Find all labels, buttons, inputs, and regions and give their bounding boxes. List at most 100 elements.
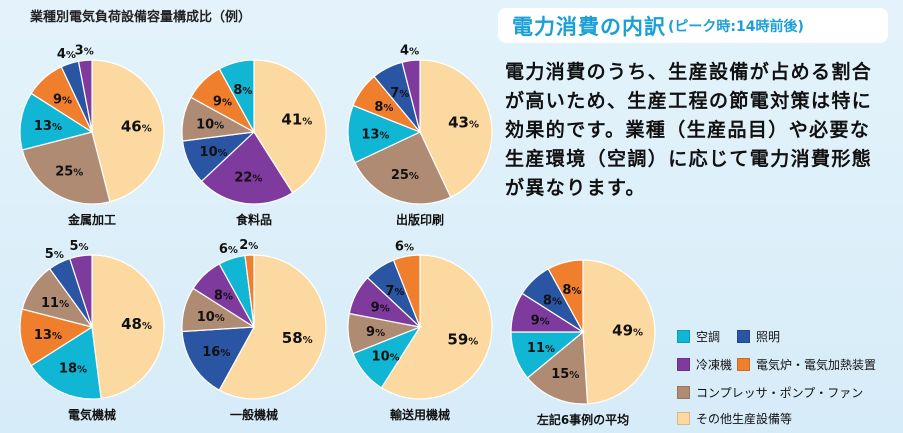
slice-label: 11% xyxy=(527,341,555,356)
slice-label: 18% xyxy=(59,361,87,376)
slice-label: 13% xyxy=(34,328,62,343)
slice-label: 2% xyxy=(239,238,258,253)
slice-label: 8% xyxy=(374,100,393,115)
pie-slice xyxy=(354,131,452,205)
pie-chart-1: 46% 25% 13% 9% 4%3% 金属加工 xyxy=(19,43,165,227)
pie-title: 電気機械 xyxy=(68,407,116,422)
legend-label: その他生産設備等 xyxy=(696,412,793,426)
pie-slice xyxy=(547,259,584,333)
pie-slice xyxy=(380,254,493,400)
legend-label: 電気炉・電気加熱装置 xyxy=(756,358,877,372)
pie-slice xyxy=(19,308,94,367)
pie-slice xyxy=(526,330,589,405)
legend-label: コンプレッサ・ポンプ・ファン xyxy=(696,386,864,400)
slice-label: 13% xyxy=(34,119,62,134)
pie-slice xyxy=(91,59,165,203)
legend-swatch xyxy=(677,386,690,399)
slice-label: 13% xyxy=(361,127,389,142)
pie-slice xyxy=(582,259,656,405)
legend-item: 電気炉・電気加熱装置 xyxy=(737,356,876,373)
slice-label: 4% xyxy=(57,47,76,62)
pie-slice xyxy=(401,59,421,133)
legend-swatch xyxy=(737,330,750,343)
legend-swatch xyxy=(677,358,690,371)
legend-item: その他生産設備等 xyxy=(677,410,792,427)
slice-label: 7% xyxy=(385,284,404,299)
pie-slice xyxy=(21,131,111,205)
slice-label: 22% xyxy=(234,170,262,185)
pie-slice xyxy=(347,104,422,164)
legend-swatch xyxy=(677,330,690,343)
pie-chart-5: 58% 16% 10% 8% 6% 2% 一般機械 xyxy=(181,238,327,422)
pie-slice xyxy=(91,254,165,400)
slice-label: 9% xyxy=(53,93,72,108)
pie-slice xyxy=(77,59,93,133)
slice-label: 10% xyxy=(200,145,228,160)
figure-title: 業種別電気負荷設備容量構成比（例） xyxy=(30,10,252,25)
pie-chart-7: 49% 15% 11% 9% 8%8% 左記6事例の平均 xyxy=(510,259,656,427)
header-box: 電力消費の内訳 (ピーク時:14時前後) xyxy=(498,8,888,43)
slice-label: 7% xyxy=(390,86,409,101)
slice-label: 9% xyxy=(366,325,385,340)
slice-label: 9% xyxy=(371,301,390,316)
pie-slice xyxy=(68,254,93,328)
pie-slice xyxy=(19,92,94,151)
legend-item: コンプレッサ・ポンプ・ファン xyxy=(677,384,863,401)
pie-slice xyxy=(181,326,256,391)
slice-label: 5% xyxy=(45,247,64,262)
pie-title: 輸送用機械 xyxy=(390,407,450,422)
slice-label: 16% xyxy=(202,345,230,360)
slice-label: 9% xyxy=(531,314,550,329)
slice-label: 41% xyxy=(281,111,312,129)
slice-label: 25% xyxy=(391,168,419,183)
slice-label: 15% xyxy=(551,367,579,382)
legend-swatch xyxy=(677,412,690,425)
slice-label: 8% xyxy=(214,288,233,303)
slice-label: 5% xyxy=(69,239,88,254)
slice-label: 59% xyxy=(447,330,478,348)
slice-label: 8% xyxy=(233,83,252,98)
header-title: 電力消費の内訳 xyxy=(512,14,666,39)
slice-label: 8% xyxy=(543,293,562,308)
pie-title: 食料品 xyxy=(235,212,272,227)
slice-label: 11% xyxy=(41,296,69,311)
pie-slice xyxy=(30,325,102,400)
pie-title: 出版印刷 xyxy=(396,212,444,227)
pie-slice xyxy=(244,254,255,328)
pie-title: 一般機械 xyxy=(230,407,278,422)
pie-chart-3: 43% 25% 13% 8%7% 4% 出版印刷 xyxy=(347,44,493,227)
pie-title: 金属加工 xyxy=(67,212,116,227)
slice-label: 6% xyxy=(395,239,414,254)
slice-label: 3% xyxy=(75,43,94,58)
legend-item: 照明 xyxy=(737,328,780,345)
pie-slice xyxy=(200,131,294,205)
slice-label: 48% xyxy=(121,315,152,333)
legend-label: 空調 xyxy=(696,330,721,344)
pie-chart-2: 41% 22% 10% 10% 9%8% 食料品 xyxy=(181,59,327,227)
slice-label: 25% xyxy=(55,164,83,179)
slice-label: 10% xyxy=(196,118,224,133)
slice-label: 6% xyxy=(219,242,238,257)
slice-label: 10% xyxy=(197,310,225,325)
legend-item: 空調 xyxy=(677,328,720,345)
legend-label: 照明 xyxy=(756,330,781,344)
header-subtitle: (ピーク時:14時前後) xyxy=(668,18,804,35)
slice-label: 9% xyxy=(213,94,232,109)
pie-slice xyxy=(392,254,421,328)
legend-swatch xyxy=(737,358,750,371)
slice-label: 43% xyxy=(448,113,479,131)
slice-label: 10% xyxy=(372,349,400,364)
slice-label: 46% xyxy=(121,117,152,135)
pie-slice xyxy=(218,59,255,133)
pie-slice xyxy=(419,59,493,198)
pie-slice xyxy=(218,254,327,400)
pie-chart-4: 48% 18% 13% 11% 5% 5% 電気機械 xyxy=(19,239,165,422)
slice-label: 49% xyxy=(612,322,643,340)
legend-label: 冷凍機 xyxy=(696,358,733,372)
slice-label: 4% xyxy=(400,44,419,59)
description-text: 電力消費のうち、生産設備が占める割合が高いため、生産工程の節電対策は特に効果的で… xyxy=(505,61,873,199)
slice-label: 58% xyxy=(282,329,313,347)
slice-label: 8% xyxy=(562,283,581,298)
pie-chart-6: 59% 10% 9% 9% 7% 6% 輸送用機械 xyxy=(347,239,493,422)
